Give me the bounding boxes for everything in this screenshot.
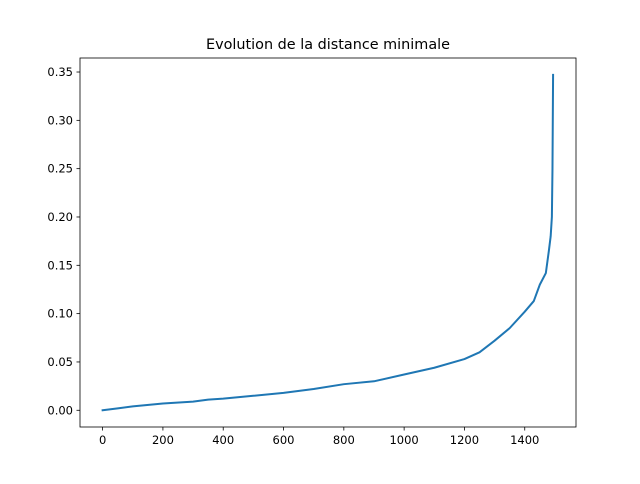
x-tick-label: 600 [273, 433, 295, 447]
x-tick-label: 0 [99, 433, 106, 447]
x-tick-label: 200 [152, 433, 174, 447]
y-axis: 0.00 0.05 0.10 0.15 0.20 0.25 0.30 0.35 [47, 65, 80, 417]
series-line [101, 73, 555, 412]
y-tick-label: 0.20 [47, 210, 73, 224]
y-tick-label: 0.30 [47, 113, 73, 127]
axes-frame [79, 57, 577, 428]
y-tick-label: 0.10 [47, 307, 73, 321]
y-tick-label: 0.00 [47, 403, 73, 417]
plot-area [101, 73, 555, 412]
y-tick-label: 0.25 [47, 162, 73, 176]
x-tick-label: 1400 [510, 433, 539, 447]
y-tick-label: 0.15 [47, 258, 73, 272]
x-tick-label: 1000 [389, 433, 418, 447]
y-tick-label: 0.35 [47, 65, 73, 79]
x-axis: 0 200 400 600 800 1000 1200 1400 [99, 427, 539, 447]
y-tick-label: 0.05 [47, 355, 73, 369]
x-tick-label: 400 [212, 433, 234, 447]
chart-title: Evolution de la distance minimale [206, 37, 450, 53]
x-tick-label: 800 [333, 433, 355, 447]
x-tick-label: 1200 [450, 433, 479, 447]
